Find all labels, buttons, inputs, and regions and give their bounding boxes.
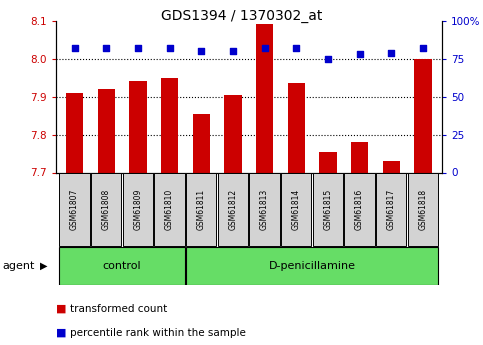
Text: GDS1394 / 1370302_at: GDS1394 / 1370302_at — [161, 9, 322, 23]
Bar — [256, 24, 273, 172]
Text: ■: ■ — [56, 328, 66, 338]
Point — [324, 56, 332, 61]
Text: GSM61811: GSM61811 — [197, 189, 206, 230]
FancyBboxPatch shape — [408, 173, 438, 246]
Text: GSM61810: GSM61810 — [165, 189, 174, 230]
Point — [102, 45, 110, 51]
Bar — [129, 81, 147, 172]
FancyBboxPatch shape — [123, 173, 153, 246]
Bar — [414, 59, 432, 172]
Point — [166, 45, 173, 51]
Text: GSM61816: GSM61816 — [355, 189, 364, 230]
FancyBboxPatch shape — [59, 247, 185, 285]
Point — [292, 45, 300, 51]
Text: ■: ■ — [56, 304, 66, 314]
Text: agent: agent — [2, 261, 35, 270]
Text: ▶: ▶ — [40, 261, 47, 270]
Bar — [383, 161, 400, 172]
FancyBboxPatch shape — [186, 173, 216, 246]
Text: GSM61807: GSM61807 — [70, 189, 79, 230]
FancyBboxPatch shape — [186, 247, 438, 285]
Text: transformed count: transformed count — [70, 304, 167, 314]
Text: GSM61813: GSM61813 — [260, 189, 269, 230]
FancyBboxPatch shape — [91, 173, 121, 246]
Bar — [98, 89, 115, 172]
Bar — [351, 142, 369, 172]
FancyBboxPatch shape — [218, 173, 248, 246]
Bar — [161, 78, 178, 172]
Text: GSM61812: GSM61812 — [228, 189, 238, 230]
Bar — [193, 114, 210, 172]
Point — [71, 45, 78, 51]
Text: percentile rank within the sample: percentile rank within the sample — [70, 328, 246, 338]
FancyBboxPatch shape — [249, 173, 280, 246]
FancyBboxPatch shape — [376, 173, 407, 246]
Point — [134, 45, 142, 51]
Text: GSM61809: GSM61809 — [133, 189, 142, 230]
Bar — [287, 83, 305, 172]
Text: GSM61808: GSM61808 — [102, 189, 111, 230]
Text: control: control — [103, 261, 142, 270]
Bar — [66, 93, 83, 172]
Point — [229, 48, 237, 54]
Bar — [319, 152, 337, 172]
FancyBboxPatch shape — [59, 173, 90, 246]
Text: GSM61815: GSM61815 — [324, 189, 332, 230]
Bar — [224, 95, 242, 172]
Point — [387, 50, 395, 55]
Point — [198, 48, 205, 54]
FancyBboxPatch shape — [281, 173, 312, 246]
FancyBboxPatch shape — [344, 173, 375, 246]
Text: GSM61817: GSM61817 — [387, 189, 396, 230]
Text: GSM61818: GSM61818 — [418, 189, 427, 230]
FancyBboxPatch shape — [155, 173, 185, 246]
Text: D-penicillamine: D-penicillamine — [269, 261, 355, 270]
Point — [261, 45, 269, 51]
Point — [356, 51, 364, 57]
Point — [419, 45, 427, 51]
Text: GSM61814: GSM61814 — [292, 189, 301, 230]
FancyBboxPatch shape — [313, 173, 343, 246]
